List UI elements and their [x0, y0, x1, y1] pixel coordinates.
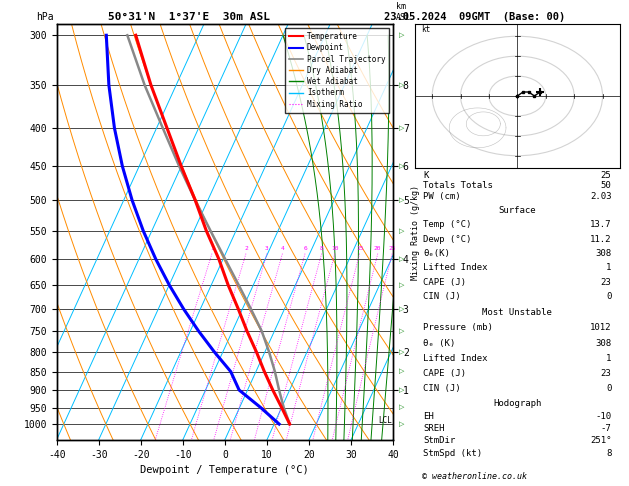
Text: kt: kt: [421, 25, 430, 35]
Text: θₑ(K): θₑ(K): [423, 249, 450, 258]
Text: ▷: ▷: [399, 125, 404, 131]
Text: Lifted Index: Lifted Index: [423, 354, 488, 363]
Text: km
ASL: km ASL: [396, 2, 411, 22]
Text: 13.7: 13.7: [590, 220, 611, 229]
Text: 3: 3: [265, 246, 269, 251]
Text: 23: 23: [601, 369, 611, 378]
Text: 1: 1: [606, 263, 611, 272]
Text: 25: 25: [388, 246, 396, 251]
Text: ▷: ▷: [399, 256, 404, 262]
Text: SREH: SREH: [423, 424, 445, 433]
Text: 2.03: 2.03: [590, 192, 611, 201]
Text: Lifted Index: Lifted Index: [423, 263, 488, 272]
Text: 15: 15: [356, 246, 364, 251]
Legend: Temperature, Dewpoint, Parcel Trajectory, Dry Adiabat, Wet Adiabat, Isotherm, Mi: Temperature, Dewpoint, Parcel Trajectory…: [286, 28, 389, 112]
Text: K: K: [423, 171, 429, 180]
Text: StmSpd (kt): StmSpd (kt): [423, 449, 482, 458]
Text: 20: 20: [374, 246, 381, 251]
Text: 23: 23: [601, 278, 611, 287]
X-axis label: Dewpoint / Temperature (°C): Dewpoint / Temperature (°C): [140, 465, 309, 475]
Text: Temp (°C): Temp (°C): [423, 220, 472, 229]
Text: ▷: ▷: [399, 349, 404, 355]
Text: ▷: ▷: [399, 387, 404, 393]
Text: Pressure (mb): Pressure (mb): [423, 323, 493, 332]
Text: Hodograph: Hodograph: [493, 399, 542, 408]
Text: EH: EH: [423, 412, 434, 420]
Text: ▷: ▷: [399, 163, 404, 169]
Text: ▷: ▷: [399, 306, 404, 312]
Text: 1012: 1012: [590, 323, 611, 332]
Text: 0: 0: [606, 292, 611, 301]
Text: ▷: ▷: [399, 421, 404, 427]
Text: CIN (J): CIN (J): [423, 384, 461, 393]
Text: LCL: LCL: [378, 417, 392, 425]
Text: StmDir: StmDir: [423, 436, 455, 445]
Text: ▷: ▷: [399, 328, 404, 334]
Text: 23.05.2024  09GMT  (Base: 00): 23.05.2024 09GMT (Base: 00): [384, 12, 565, 22]
Text: 8: 8: [320, 246, 323, 251]
Text: 6: 6: [303, 246, 307, 251]
Text: 308: 308: [595, 249, 611, 258]
Text: θₑ (K): θₑ (K): [423, 339, 455, 347]
Text: Most Unstable: Most Unstable: [482, 308, 552, 317]
Text: 4: 4: [281, 246, 284, 251]
Text: -10: -10: [595, 412, 611, 420]
Text: ▷: ▷: [399, 228, 404, 234]
Text: 8: 8: [606, 449, 611, 458]
Text: 251°: 251°: [590, 436, 611, 445]
Text: CAPE (J): CAPE (J): [423, 369, 466, 378]
Text: CIN (J): CIN (J): [423, 292, 461, 301]
Text: 50°31'N  1°37'E  30m ASL: 50°31'N 1°37'E 30m ASL: [108, 12, 270, 22]
Text: ▷: ▷: [399, 404, 404, 411]
Y-axis label: Mixing Ratio (g/kg): Mixing Ratio (g/kg): [411, 185, 421, 279]
Text: 2: 2: [244, 246, 248, 251]
Text: ▷: ▷: [399, 368, 404, 375]
Text: 10: 10: [331, 246, 338, 251]
Text: hPa: hPa: [36, 12, 53, 22]
Text: 1: 1: [606, 354, 611, 363]
Text: 1: 1: [210, 246, 214, 251]
Text: 11.2: 11.2: [590, 235, 611, 243]
Text: 0: 0: [606, 384, 611, 393]
Text: CAPE (J): CAPE (J): [423, 278, 466, 287]
Text: ▷: ▷: [399, 32, 404, 38]
Text: 25: 25: [601, 171, 611, 180]
Text: ▷: ▷: [399, 197, 404, 203]
Text: 50: 50: [601, 181, 611, 191]
Text: © weatheronline.co.uk: © weatheronline.co.uk: [423, 472, 527, 481]
Text: ▷: ▷: [399, 82, 404, 88]
Text: ▷: ▷: [399, 282, 404, 288]
Text: -7: -7: [601, 424, 611, 433]
Text: Surface: Surface: [499, 206, 536, 215]
Text: PW (cm): PW (cm): [423, 192, 461, 201]
Text: 308: 308: [595, 339, 611, 347]
Text: Dewp (°C): Dewp (°C): [423, 235, 472, 243]
Text: Totals Totals: Totals Totals: [423, 181, 493, 191]
